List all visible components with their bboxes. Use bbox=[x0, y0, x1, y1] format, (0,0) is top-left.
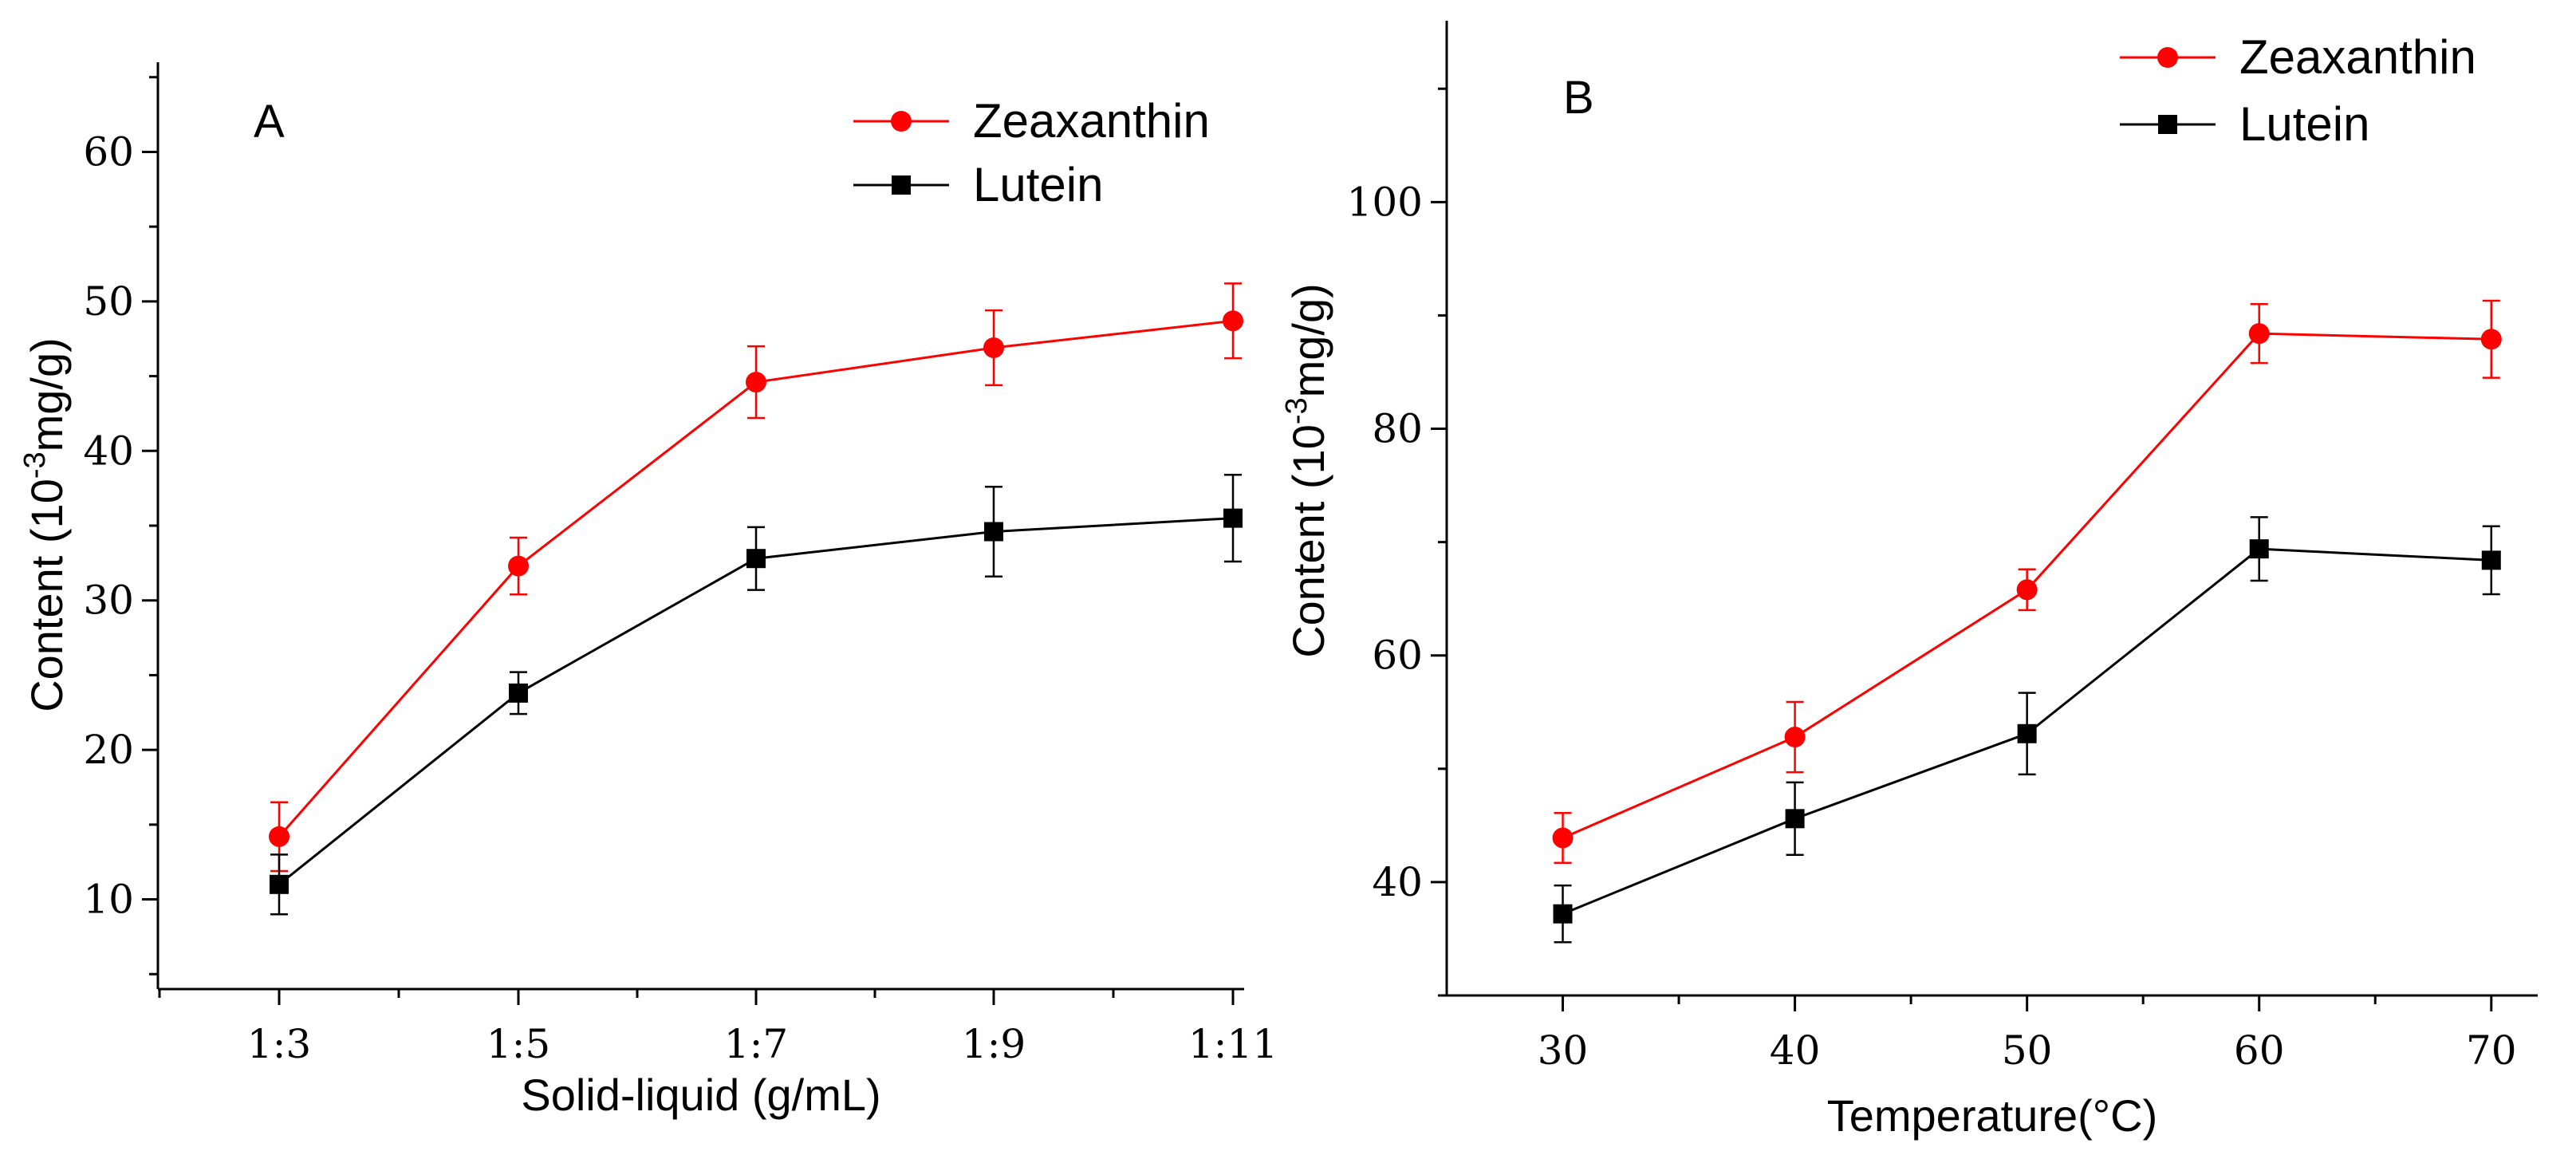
x-tick-label: 30 bbox=[1538, 1027, 1589, 1074]
data-point bbox=[1223, 310, 1243, 332]
y-tick-label: 30 bbox=[83, 577, 134, 624]
legend-marker bbox=[891, 111, 912, 132]
y-tick-label: 20 bbox=[83, 727, 134, 773]
panel-a: 10 20 30 40 50 60 1:3 1:5 1:7 1:9 1:11 Solid-liquid… bbox=[18, 62, 1278, 1120]
data-point bbox=[1785, 809, 1805, 829]
y-tick-label: 100 bbox=[1347, 179, 1423, 225]
y-axis-title-prefix: Content (10 bbox=[22, 479, 72, 712]
x-tick-label: 1:3 bbox=[247, 1021, 311, 1067]
data-point bbox=[746, 549, 766, 569]
data-point bbox=[2248, 323, 2270, 345]
x-tick-label: 70 bbox=[2466, 1027, 2517, 1074]
x-tick-label: 1:11 bbox=[1188, 1021, 1278, 1067]
data-point bbox=[2249, 539, 2269, 559]
x-tick-label: 40 bbox=[1770, 1027, 1821, 1074]
y-tick-label: 80 bbox=[1372, 406, 1423, 452]
y-tick-label: 40 bbox=[1372, 859, 1423, 905]
data-point bbox=[2016, 579, 2038, 601]
data-point bbox=[1552, 827, 1574, 849]
data-point bbox=[2480, 329, 2502, 350]
y-axis-title-prefix: Content (10 bbox=[1283, 424, 1333, 658]
data-point bbox=[983, 337, 1004, 358]
x-tick-label: 1:9 bbox=[962, 1021, 1026, 1067]
y-tick-label: 60 bbox=[83, 128, 134, 175]
data-point bbox=[1784, 727, 1806, 748]
y-tick-label: 50 bbox=[83, 278, 134, 325]
legend-label: Zeaxanthin bbox=[2239, 30, 2476, 84]
x-tick-label: 50 bbox=[2002, 1027, 2053, 1074]
data-point bbox=[509, 683, 528, 703]
data-point bbox=[1553, 904, 1573, 924]
data-point bbox=[1223, 508, 1243, 528]
x-tick-label: 1:7 bbox=[724, 1021, 788, 1067]
data-point bbox=[746, 372, 766, 393]
data-point bbox=[2017, 723, 2037, 743]
data-point bbox=[269, 826, 290, 847]
data-point bbox=[2481, 550, 2501, 570]
y-axis-title: Content (10-3mg/g) bbox=[18, 337, 72, 712]
legend-marker bbox=[2158, 115, 2177, 134]
x-tick-label: 60 bbox=[2234, 1027, 2285, 1074]
y-axis-title-suffix: mg/g) bbox=[1283, 283, 1333, 397]
panel-label: B bbox=[1563, 72, 1594, 124]
y-tick-label: 40 bbox=[83, 428, 134, 474]
legend-label: Lutein bbox=[973, 158, 1103, 211]
y-tick-label: 10 bbox=[83, 877, 134, 923]
panel-label: A bbox=[254, 96, 285, 148]
data-point bbox=[984, 522, 1003, 542]
legend-marker bbox=[892, 175, 911, 195]
legend-marker bbox=[2157, 47, 2178, 68]
y-axis-title: Content (10-3mg/g) bbox=[1280, 283, 1333, 658]
x-axis-title: Temperature(°C) bbox=[1827, 1090, 2158, 1141]
y-axis-title-superscript: -3 bbox=[18, 451, 52, 479]
legend-label: Zeaxanthin bbox=[973, 94, 1210, 148]
y-axis-title-suffix: mg/g) bbox=[22, 337, 72, 451]
data-point bbox=[508, 555, 529, 577]
y-tick-label: 60 bbox=[1372, 633, 1423, 679]
legend-label: Lutein bbox=[2239, 97, 2369, 151]
panel-b: 40 60 80 100 30 40 50 60 70 Temperature(°C) Conten… bbox=[1280, 21, 2538, 1141]
y-axis-title-superscript: -3 bbox=[1280, 397, 1314, 424]
x-axis-title: Solid-liquid (g/mL) bbox=[521, 1070, 880, 1120]
data-point bbox=[270, 874, 289, 894]
x-tick-label: 1:5 bbox=[486, 1021, 550, 1067]
